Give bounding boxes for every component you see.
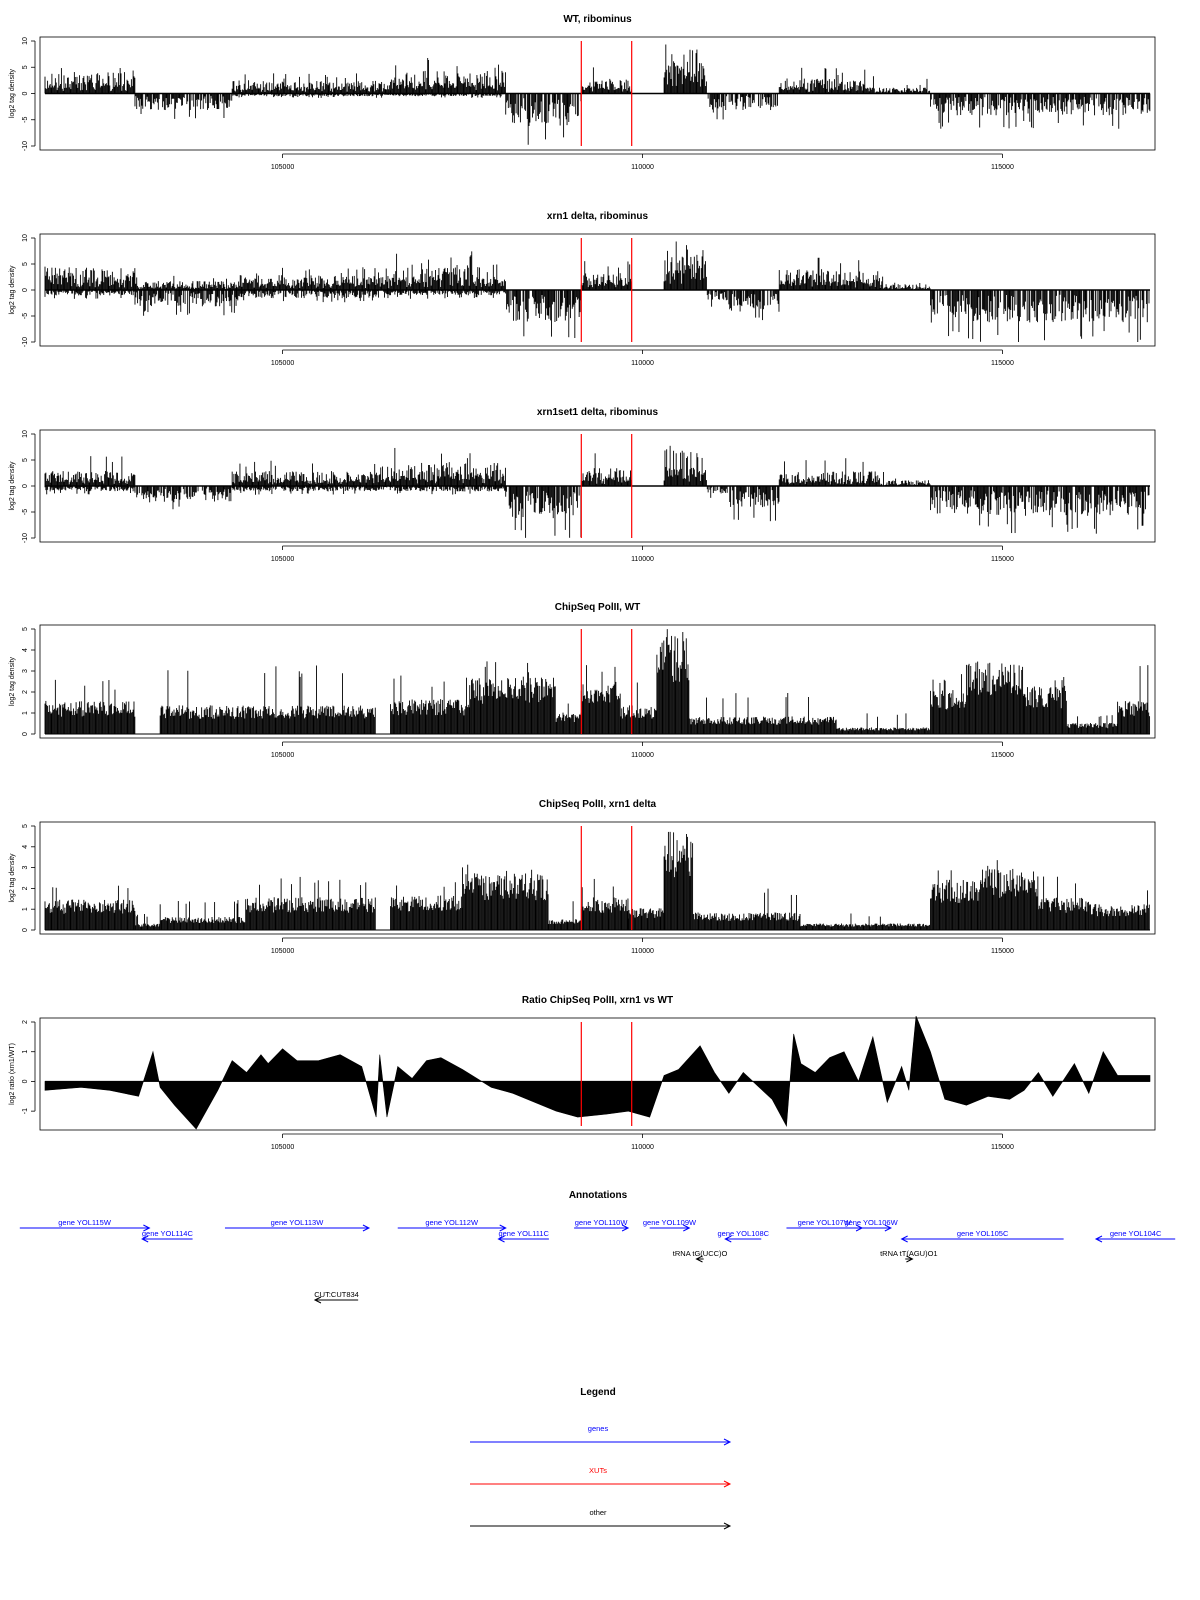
y-tick-label: -10	[22, 141, 29, 151]
y-tick-label: 0	[22, 288, 29, 292]
chart-panel: xrn1set1 delta, ribominus -10 -5 0 5 10 log2 t…	[9, 407, 1156, 563]
x-tick-label: 110000	[631, 752, 654, 759]
chart-title: xrn1set1 delta, ribominus	[537, 407, 659, 418]
y-tick-label: -10	[22, 533, 29, 543]
y-tick-label: 10	[22, 37, 29, 45]
chart-title: WT, ribominus	[563, 14, 632, 25]
chart-panel: xrn1 delta, ribominus -10 -5 0 5 10 log2 tag d…	[9, 211, 1156, 367]
y-axis-label: log2 tag density	[9, 461, 16, 511]
x-tick-label: 105000	[271, 752, 294, 759]
y-tick-label: 5	[22, 627, 29, 631]
y-tick-label: 5	[22, 458, 29, 462]
y-axis: -10 -5 0 5 10	[22, 234, 36, 347]
y-tick-label: 0	[22, 484, 29, 488]
data-marks	[44, 41, 1151, 146]
y-tick-label: -5	[22, 509, 29, 515]
y-tick-label: 10	[22, 234, 29, 242]
x-tick-label: 115000	[991, 164, 1014, 171]
y-axis-label: log2 tag density	[9, 68, 16, 118]
x-tick-label: 105000	[271, 164, 294, 171]
x-tick-label: 115000	[991, 752, 1014, 759]
x-tick-label: 110000	[631, 556, 654, 563]
chart-title: ChipSeq PolII, WT	[555, 602, 641, 613]
chart-panel: WT, ribominus -10 -5 0 5 10 log2 tag density 10…	[9, 14, 1156, 171]
plot-frame	[39, 36, 1156, 151]
y-tick-label: 3	[22, 669, 29, 673]
y-axis: -10 -5 0 5 10	[22, 37, 36, 151]
x-tick-label: 115000	[991, 360, 1014, 367]
y-tick-label: 10	[22, 430, 29, 438]
x-tick-label: 105000	[271, 360, 294, 367]
y-axis-label: log2 tag density	[9, 265, 16, 315]
y-axis: 0 1 2 3 4 5	[22, 627, 36, 736]
y-tick-label: -5	[22, 313, 29, 319]
y-tick-label: 5	[22, 65, 29, 69]
x-tick-label: 115000	[991, 556, 1014, 563]
y-tick-label: 0	[22, 732, 29, 736]
chart-panel: ChipSeq PolII, WT 0 1 2 3 4 5 log2 tag density 1…	[9, 602, 1156, 759]
y-tick-label: 0	[22, 91, 29, 95]
x-axis: 105000 110000 115000	[271, 741, 1014, 759]
chart-title: xrn1 delta, ribominus	[547, 211, 649, 222]
plot-frame	[39, 233, 1156, 347]
y-tick-label: -10	[22, 337, 29, 347]
data-marks	[44, 434, 1150, 538]
y-tick-label: 5	[22, 262, 29, 266]
x-tick-label: 110000	[631, 360, 654, 367]
y-tick-label: 2	[22, 690, 29, 694]
plot-frame	[39, 429, 1156, 543]
x-axis: 105000 110000 115000	[271, 349, 1014, 367]
y-tick-label: -5	[22, 117, 29, 123]
y-tick-label: 4	[22, 648, 29, 652]
x-axis: 105000 110000 115000	[271, 545, 1014, 563]
x-tick-label: 110000	[631, 164, 654, 171]
data-marks	[44, 238, 1150, 342]
y-axis: -10 -5 0 5 10	[22, 430, 36, 543]
x-tick-label: 105000	[271, 556, 294, 563]
data-marks	[44, 629, 1151, 735]
y-axis-label: log2 tag density	[9, 656, 16, 706]
x-axis: 105000 110000 115000	[271, 153, 1014, 171]
y-tick-label: 1	[22, 711, 29, 715]
plot-frame	[39, 624, 1156, 739]
